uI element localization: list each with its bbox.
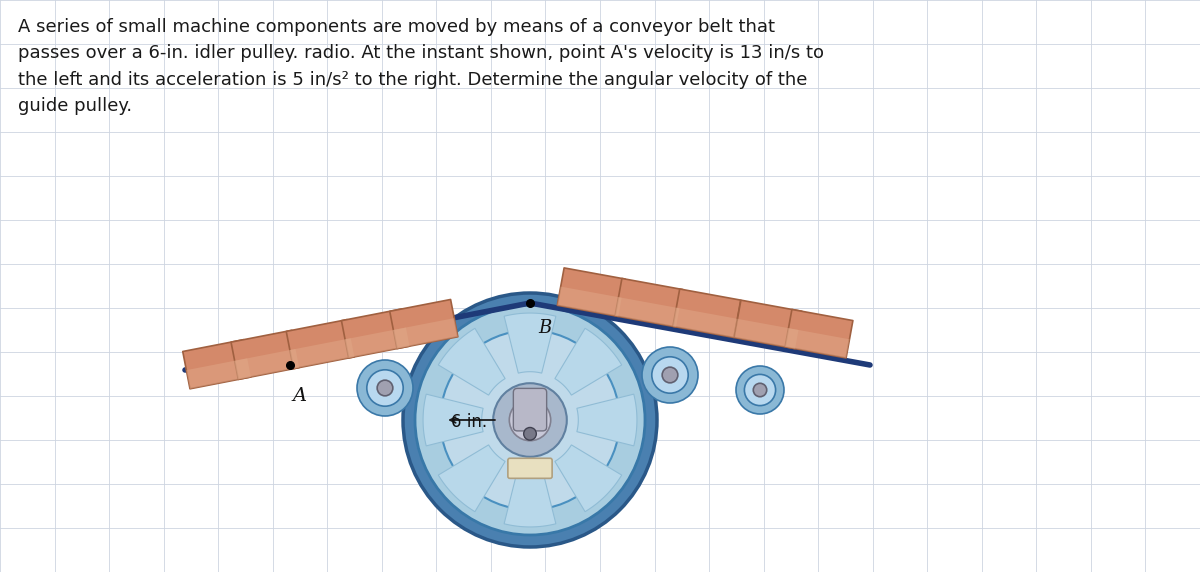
Polygon shape <box>616 279 683 327</box>
Polygon shape <box>342 309 409 358</box>
Polygon shape <box>287 320 354 369</box>
Circle shape <box>367 370 403 406</box>
Polygon shape <box>438 445 505 512</box>
Polygon shape <box>577 394 637 446</box>
Text: 6 in.: 6 in. <box>451 413 487 431</box>
FancyBboxPatch shape <box>514 388 547 431</box>
Circle shape <box>403 293 658 547</box>
Polygon shape <box>673 289 740 337</box>
Circle shape <box>642 347 698 403</box>
Circle shape <box>652 357 689 393</box>
Polygon shape <box>186 358 251 389</box>
Polygon shape <box>785 309 853 358</box>
Polygon shape <box>734 319 798 349</box>
Circle shape <box>415 305 646 535</box>
Polygon shape <box>504 313 556 373</box>
Polygon shape <box>390 300 458 348</box>
Polygon shape <box>554 328 622 395</box>
Polygon shape <box>785 328 850 358</box>
Polygon shape <box>235 349 299 379</box>
Polygon shape <box>424 394 484 446</box>
Text: A: A <box>292 387 306 405</box>
Circle shape <box>662 367 678 383</box>
Circle shape <box>377 380 392 396</box>
Circle shape <box>493 383 566 457</box>
Text: A series of small machine components are moved by means of a conveyor belt that
: A series of small machine components are… <box>18 18 824 115</box>
Polygon shape <box>734 300 802 349</box>
FancyBboxPatch shape <box>508 458 552 478</box>
Polygon shape <box>346 328 409 358</box>
Polygon shape <box>232 330 299 379</box>
Text: B: B <box>538 319 551 337</box>
Circle shape <box>754 383 767 397</box>
Polygon shape <box>673 308 737 337</box>
Circle shape <box>736 366 784 414</box>
Circle shape <box>744 375 775 406</box>
Circle shape <box>440 330 619 510</box>
Polygon shape <box>438 328 505 395</box>
Polygon shape <box>182 340 251 389</box>
Circle shape <box>358 360 413 416</box>
Polygon shape <box>616 297 679 327</box>
Polygon shape <box>504 467 556 527</box>
Polygon shape <box>394 318 458 348</box>
Circle shape <box>509 399 551 440</box>
Polygon shape <box>557 268 625 316</box>
Polygon shape <box>557 287 622 316</box>
Polygon shape <box>554 445 622 512</box>
Circle shape <box>523 427 536 440</box>
Polygon shape <box>290 338 354 369</box>
